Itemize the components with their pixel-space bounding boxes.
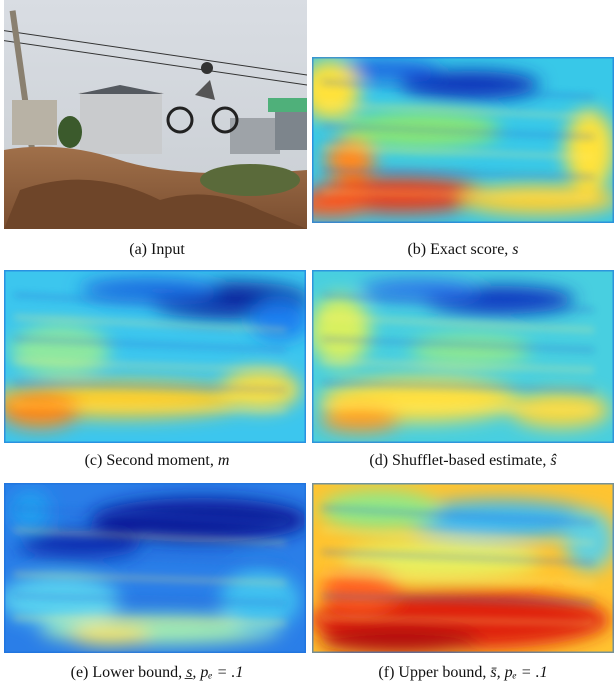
caption: (f) Upper bound, s̄, pₑ = .1 <box>310 664 616 682</box>
heatmap <box>290 57 616 223</box>
image-shape <box>10 325 110 375</box>
caption: (b) Exact score, s <box>310 241 616 259</box>
image-shape <box>410 335 530 365</box>
image-shape <box>70 625 150 645</box>
caption-text: (b) Exact score, <box>407 241 512 258</box>
image-shape <box>325 140 375 180</box>
heatmap <box>0 483 310 653</box>
caption-math: s̲, pₑ = .1 <box>186 664 243 681</box>
caption-math: s̄, pₑ = .1 <box>490 664 547 681</box>
caption-text: (d) Shufflet-based estimate, <box>369 452 550 469</box>
page: {"figure": {"panels": [ {"caption": {"te… <box>0 0 616 694</box>
image-shape <box>320 408 400 432</box>
caption-text: (e) Lower bound, <box>71 664 187 681</box>
figure-canvas <box>0 0 616 694</box>
heatmap <box>310 270 614 443</box>
caption-math: s <box>512 241 518 258</box>
input-photo <box>0 0 307 229</box>
image-shape <box>201 62 213 74</box>
image-shape <box>12 100 57 145</box>
image-shape <box>310 295 370 365</box>
caption-text: (f) Upper bound, <box>378 664 490 681</box>
image-shape <box>0 392 80 428</box>
image-shape <box>275 110 307 150</box>
image-shape <box>200 164 300 196</box>
heatmap <box>310 483 615 654</box>
caption: (a) Input <box>4 241 310 259</box>
caption-text: (c) Second moment, <box>85 452 218 469</box>
caption-text: (a) Input <box>129 241 185 258</box>
image-shape <box>320 626 480 654</box>
caption: (c) Second moment, m <box>4 452 310 470</box>
image-shape <box>250 300 310 340</box>
caption: (e) Lower bound, s̲, pₑ = .1 <box>4 664 310 682</box>
caption: (d) Shufflet-based estimate, ŝ <box>310 452 616 470</box>
heatmap <box>0 270 310 443</box>
image-shape <box>268 98 307 112</box>
image-shape <box>58 116 82 148</box>
image-shape <box>80 92 162 154</box>
caption-math: ŝ <box>550 452 556 469</box>
caption-math: m <box>218 452 230 469</box>
image-shape <box>300 60 360 120</box>
